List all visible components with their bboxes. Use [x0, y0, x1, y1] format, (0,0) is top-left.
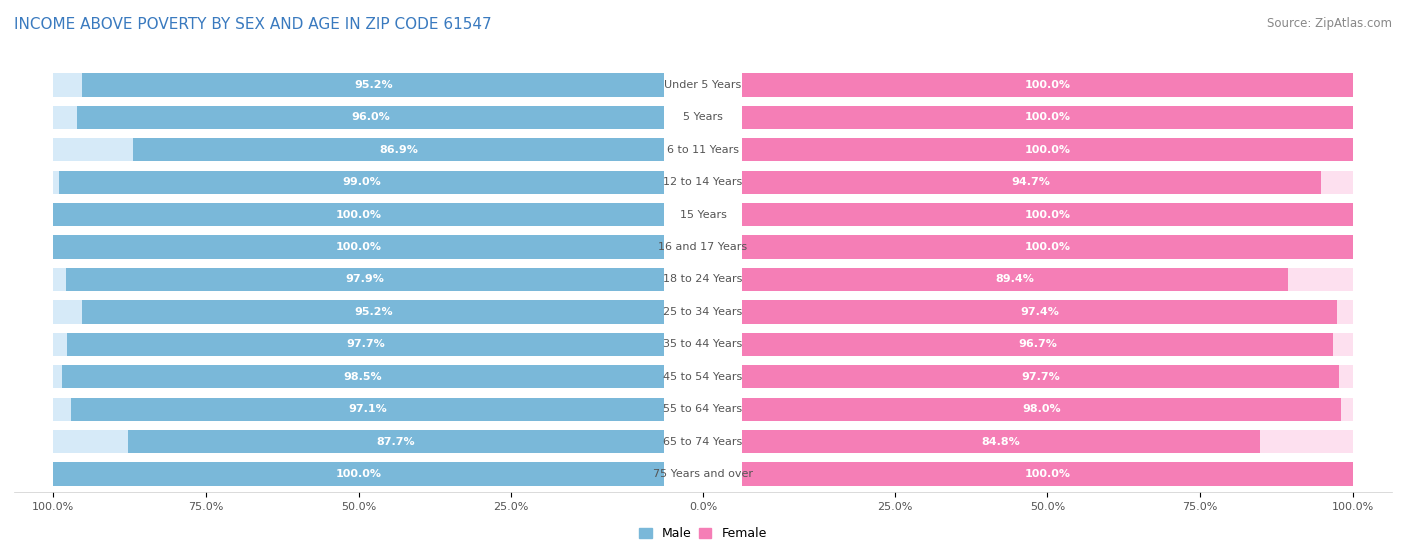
Bar — [742, 235, 1353, 259]
Bar — [83, 300, 664, 324]
Text: 100.0%: 100.0% — [336, 210, 381, 220]
Bar — [742, 333, 1353, 356]
Bar — [53, 235, 664, 259]
Text: Under 5 Years: Under 5 Years — [665, 80, 741, 90]
Text: 18 to 24 Years: 18 to 24 Years — [664, 274, 742, 285]
Text: 100.0%: 100.0% — [1025, 210, 1070, 220]
Bar — [742, 73, 1353, 97]
Bar — [53, 170, 664, 194]
Bar — [742, 365, 1353, 389]
Text: 100.0%: 100.0% — [1025, 242, 1070, 252]
Bar — [742, 203, 1353, 226]
Text: 100.0%: 100.0% — [1025, 80, 1070, 90]
Bar — [53, 300, 664, 324]
Text: INCOME ABOVE POVERTY BY SEX AND AGE IN ZIP CODE 61547: INCOME ABOVE POVERTY BY SEX AND AGE IN Z… — [14, 17, 492, 32]
Bar — [742, 203, 1353, 226]
Bar — [53, 203, 664, 226]
Text: 97.4%: 97.4% — [1021, 307, 1059, 317]
Bar — [67, 333, 664, 356]
Bar — [742, 300, 1353, 324]
Text: 98.5%: 98.5% — [344, 372, 382, 382]
Text: 97.7%: 97.7% — [346, 339, 385, 349]
Bar — [128, 430, 664, 453]
Text: 75 Years and over: 75 Years and over — [652, 469, 754, 479]
Text: 86.9%: 86.9% — [380, 145, 418, 155]
Bar — [83, 73, 664, 97]
Bar — [53, 235, 664, 259]
Bar — [62, 365, 664, 389]
Text: 99.0%: 99.0% — [342, 177, 381, 187]
Text: 15 Years: 15 Years — [679, 210, 727, 220]
Text: 100.0%: 100.0% — [1025, 145, 1070, 155]
Bar — [742, 138, 1353, 162]
Bar — [70, 397, 664, 421]
Text: 100.0%: 100.0% — [1025, 469, 1070, 479]
Text: 55 to 64 Years: 55 to 64 Years — [664, 404, 742, 414]
Text: 96.7%: 96.7% — [1018, 339, 1057, 349]
Text: 97.1%: 97.1% — [349, 404, 387, 414]
Text: 89.4%: 89.4% — [995, 274, 1035, 285]
Text: 5 Years: 5 Years — [683, 112, 723, 122]
Bar — [77, 106, 664, 129]
Text: 35 to 44 Years: 35 to 44 Years — [664, 339, 742, 349]
Bar — [134, 138, 664, 162]
Bar — [53, 397, 664, 421]
Text: 100.0%: 100.0% — [336, 469, 381, 479]
Bar — [53, 462, 664, 486]
Bar — [742, 106, 1353, 129]
Bar — [742, 300, 1337, 324]
Text: 95.2%: 95.2% — [354, 80, 392, 90]
Bar — [742, 397, 1353, 421]
Bar — [742, 365, 1339, 389]
Bar — [742, 170, 1353, 194]
Bar — [742, 430, 1260, 453]
Bar — [742, 106, 1353, 129]
Text: 97.7%: 97.7% — [1021, 372, 1060, 382]
Bar — [742, 462, 1353, 486]
Text: 12 to 14 Years: 12 to 14 Years — [664, 177, 742, 187]
Bar — [742, 268, 1353, 291]
Bar — [742, 462, 1353, 486]
Text: 65 to 74 Years: 65 to 74 Years — [664, 437, 742, 447]
Bar — [53, 106, 664, 129]
Text: 100.0%: 100.0% — [1025, 112, 1070, 122]
Text: 98.0%: 98.0% — [1022, 404, 1060, 414]
Text: 87.7%: 87.7% — [377, 437, 415, 447]
Bar — [742, 170, 1320, 194]
Text: Source: ZipAtlas.com: Source: ZipAtlas.com — [1267, 17, 1392, 30]
Bar — [53, 203, 664, 226]
Text: 96.0%: 96.0% — [352, 112, 389, 122]
Bar — [53, 268, 664, 291]
Bar — [742, 73, 1353, 97]
Bar — [53, 462, 664, 486]
Bar — [53, 430, 664, 453]
Bar — [742, 430, 1353, 453]
Bar — [742, 268, 1288, 291]
Bar — [66, 268, 664, 291]
Text: 95.2%: 95.2% — [354, 307, 392, 317]
Text: 97.9%: 97.9% — [346, 274, 384, 285]
Bar — [742, 138, 1353, 162]
Text: 45 to 54 Years: 45 to 54 Years — [664, 372, 742, 382]
Text: 94.7%: 94.7% — [1012, 177, 1050, 187]
Text: 16 and 17 Years: 16 and 17 Years — [658, 242, 748, 252]
Legend: Male, Female: Male, Female — [634, 522, 772, 545]
Bar — [53, 333, 664, 356]
Text: 84.8%: 84.8% — [981, 437, 1021, 447]
Bar — [742, 235, 1353, 259]
Text: 6 to 11 Years: 6 to 11 Years — [666, 145, 740, 155]
Bar — [53, 365, 664, 389]
Text: 25 to 34 Years: 25 to 34 Years — [664, 307, 742, 317]
Bar — [59, 170, 664, 194]
Bar — [53, 138, 664, 162]
Bar — [53, 73, 664, 97]
Text: 100.0%: 100.0% — [336, 242, 381, 252]
Bar — [742, 397, 1341, 421]
Bar — [742, 333, 1333, 356]
